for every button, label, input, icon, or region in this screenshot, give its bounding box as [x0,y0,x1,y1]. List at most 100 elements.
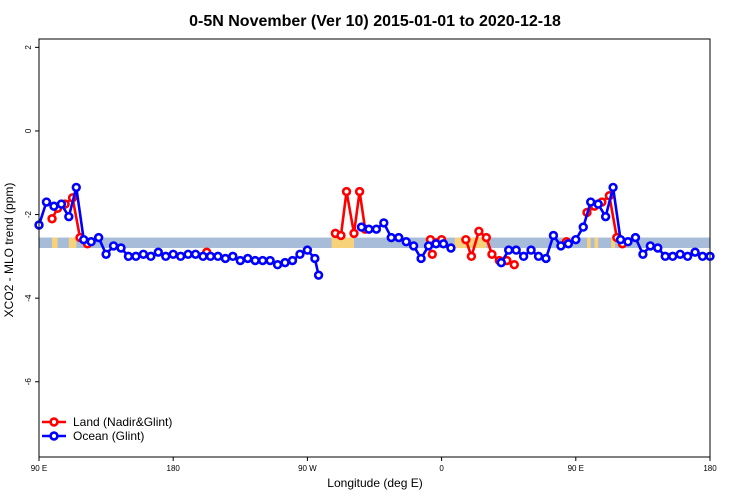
chart-title: 0-5N November (Ver 10) 2015-01-01 to 202… [189,13,561,30]
data-point [563,239,574,249]
data-point [153,247,163,257]
data-point [354,186,365,197]
data-point [265,255,275,266]
band-land-segment [68,237,77,248]
band-land-segment [52,237,58,248]
data-point [504,245,514,255]
data-point [101,249,111,259]
data-point [123,251,134,262]
data-point [675,249,685,259]
legend-label: Land (Nadir&Glint) [73,415,172,429]
data-point [690,247,700,257]
y-tick-label: -4 [24,294,33,302]
data-point [79,234,89,245]
data-point [578,222,588,232]
band-land-segment [331,237,354,248]
data-point [660,251,670,262]
series-layer [34,182,715,280]
data-point [511,245,521,255]
data-point [228,251,238,262]
y-tick-label: 2 [24,45,33,50]
data-point [416,253,426,264]
data-point [175,251,186,262]
data-point [630,232,641,243]
data-point [183,249,193,259]
data-point [496,257,506,268]
data-point [205,251,216,262]
data-point [86,237,96,247]
data-point [438,239,449,249]
x-tick-label: 180 [167,464,181,473]
data-point [608,182,618,193]
data-point [213,251,223,262]
data-point [697,251,708,262]
x-axis-label: Longitude (deg E) [327,476,422,490]
data-point [571,234,581,245]
data-point [466,251,477,262]
y-axis-label: XCO2 - MLO trend (ppm) [2,183,16,318]
data-point [302,245,313,255]
data-point [56,199,67,209]
data-point [108,241,119,251]
data-point [47,214,57,224]
data-point [556,241,566,251]
data-point [386,232,396,243]
data-point [250,255,260,266]
data-point [541,253,551,264]
plot-frame [38,38,711,458]
x-tick-label: 90 W [298,464,317,473]
data-point [371,224,382,234]
data-point [408,241,419,251]
y-tick-label: -2 [24,210,33,218]
y-tick-label: 0 [24,128,33,133]
data-point [645,241,656,251]
data-point [349,228,359,239]
legend: Land (Nadir&Glint)Ocean (Glint) [42,415,172,443]
data-point [526,245,536,255]
data-point [586,197,596,207]
legend-entry: Ocean (Glint) [42,429,144,443]
y-tick-label: -6 [24,378,33,386]
legend-label: Ocean (Glint) [73,429,144,443]
data-point [235,255,246,266]
data-point [653,243,663,253]
series-ocean [34,182,715,280]
data-point [280,257,290,268]
legend-entry: Land (Nadir&Glint) [42,415,172,429]
data-point [364,224,374,234]
data-point [49,201,59,211]
band-ocean [39,237,710,248]
data-point [272,260,283,270]
data-point [93,232,104,243]
reference-band [39,237,710,248]
data-point [509,260,519,270]
data-point [116,243,126,253]
data-point [190,249,201,259]
band-land-segment [611,237,615,248]
data-point [64,211,74,222]
data-point [615,234,626,245]
data-point [257,255,268,266]
data-point [533,251,544,262]
data-point [668,251,678,262]
data-point [336,230,346,241]
data-point [243,253,253,264]
data-point [379,218,389,228]
data-point [481,232,492,243]
data-point [131,251,141,262]
x-tick-label: 180 [703,464,717,473]
data-point [431,239,441,249]
data-point [198,251,208,262]
legend-marker [49,431,59,441]
data-point [41,197,52,207]
data-point [593,199,603,209]
data-point [220,253,231,264]
data-point [341,186,352,197]
band-land-segment [586,237,591,248]
x-axis: 90 E 180 90 W 0 90 E 180 [31,457,717,473]
data-point [356,222,367,232]
data-point [600,211,611,222]
data-point [287,255,298,266]
x-tick-label: 90 E [568,464,584,473]
